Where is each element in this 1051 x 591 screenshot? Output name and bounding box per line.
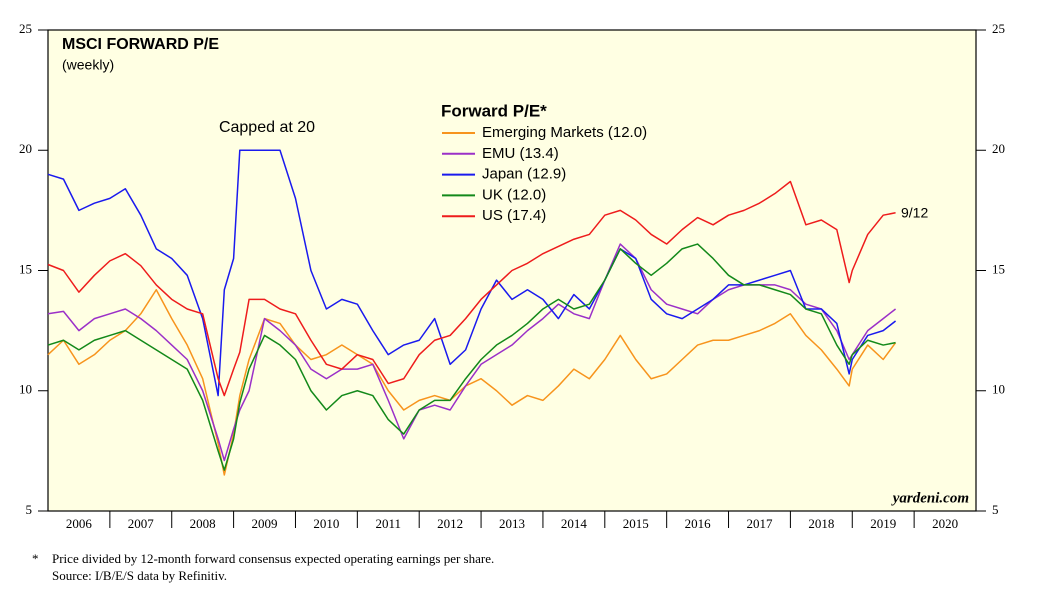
y2-tick-label: 20 bbox=[992, 141, 1005, 156]
legend-title: Forward P/E* bbox=[441, 101, 547, 120]
annotation: Capped at 20 bbox=[219, 119, 315, 136]
annotation: 9/12 bbox=[901, 205, 928, 221]
legend-label: EMU (13.4) bbox=[482, 145, 559, 162]
footnote-marker: * bbox=[32, 551, 39, 566]
x-tick-label: 2013 bbox=[499, 516, 525, 531]
y-tick-label: 10 bbox=[19, 382, 32, 397]
y2-tick-label: 15 bbox=[992, 261, 1005, 276]
x-tick-label: 2010 bbox=[313, 516, 339, 531]
footnote: Price divided by 12-month forward consen… bbox=[52, 551, 494, 566]
x-tick-label: 2014 bbox=[561, 516, 588, 531]
y-tick-label: 20 bbox=[19, 141, 32, 156]
series-line bbox=[47, 149, 897, 397]
chart-title: MSCI FORWARD P/E bbox=[62, 36, 219, 53]
y2-tick-label: 10 bbox=[992, 382, 1005, 397]
x-tick-label: 2009 bbox=[252, 516, 278, 531]
x-tick-label: 2006 bbox=[66, 516, 93, 531]
x-tick-label: 2016 bbox=[685, 516, 712, 531]
y-tick-label: 25 bbox=[19, 21, 32, 36]
legend-label: Emerging Markets (12.0) bbox=[482, 124, 647, 141]
x-tick-label: 2015 bbox=[623, 516, 649, 531]
y2-tick-label: 5 bbox=[992, 502, 999, 517]
legend-label: UK (12.0) bbox=[482, 186, 546, 203]
x-tick-label: 2012 bbox=[437, 516, 463, 531]
chart-subtitle: (weekly) bbox=[62, 57, 114, 73]
x-tick-label: 2008 bbox=[190, 516, 216, 531]
series-line bbox=[47, 180, 896, 397]
legend-label: Japan (12.9) bbox=[482, 166, 566, 183]
x-tick-label: 2020 bbox=[932, 516, 958, 531]
x-tick-label: 2017 bbox=[746, 516, 773, 531]
y2-tick-label: 25 bbox=[992, 21, 1005, 36]
x-tick-label: 2007 bbox=[128, 516, 155, 531]
axes bbox=[38, 29, 986, 528]
series-line bbox=[47, 243, 896, 471]
y-tick-label: 15 bbox=[19, 261, 32, 276]
labels: MSCI FORWARD P/E (weekly) Forward P/E* C… bbox=[19, 21, 1005, 583]
series-line bbox=[47, 243, 897, 462]
lines bbox=[47, 149, 897, 476]
footnote: Source: I/B/E/S data by Refinitiv. bbox=[52, 568, 227, 583]
y-tick-label: 5 bbox=[26, 502, 33, 517]
x-tick-label: 2011 bbox=[376, 516, 402, 531]
x-tick-label: 2019 bbox=[870, 516, 896, 531]
x-tick-label: 2018 bbox=[808, 516, 834, 531]
legend-label: US (17.4) bbox=[482, 207, 546, 224]
source-brand: yardeni.com bbox=[891, 490, 969, 506]
